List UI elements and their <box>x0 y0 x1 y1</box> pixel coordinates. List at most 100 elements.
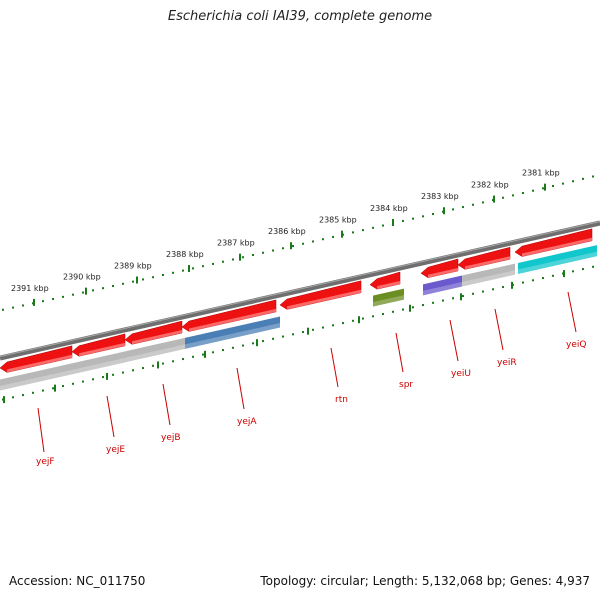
gene-arrow-shade <box>377 281 400 290</box>
scale-dot <box>202 265 204 268</box>
scale-dot <box>62 385 64 388</box>
gene-arrow-shade <box>465 256 510 270</box>
scale-dot <box>302 242 304 245</box>
feature-bar-purple <box>423 275 462 296</box>
callout-line <box>236 367 245 410</box>
feature-track <box>0 245 597 391</box>
scale-dot <box>152 364 154 367</box>
scale-dot <box>432 301 434 304</box>
feature-bar-shade <box>518 251 597 274</box>
scale-dot <box>72 293 74 296</box>
scale-dot <box>72 382 74 385</box>
scale-dot <box>32 391 34 394</box>
scale-dot <box>282 335 284 338</box>
scale-dot <box>552 184 554 187</box>
scale-dot <box>502 286 504 289</box>
scale-dot <box>232 346 234 349</box>
scale-dot <box>322 326 324 329</box>
feature-bar-olive <box>373 288 404 307</box>
scale-dot <box>112 284 114 287</box>
gene-arrow-shade <box>522 237 592 257</box>
gene-label-yeiR: yeiR <box>497 358 517 368</box>
scale-dot <box>132 280 134 283</box>
kbp-tick-labels: 2391 kbp 2390 kbp 2389 kbp 2388 kbp 2387 kbp… <box>11 169 560 306</box>
scale-dot <box>142 278 144 281</box>
callout-line <box>330 347 339 388</box>
scale-dot <box>592 265 594 268</box>
scale-dot <box>272 249 274 252</box>
scale-dot <box>162 362 164 365</box>
gene-label-yejB: yejB <box>161 433 181 443</box>
scale-dot <box>542 277 544 280</box>
callout-line <box>449 319 459 362</box>
callout-line <box>37 407 45 453</box>
feature-bar-shade <box>462 270 515 287</box>
scale-dot <box>512 194 514 197</box>
scale-dot <box>122 371 124 374</box>
scale-dot <box>522 281 524 284</box>
scale-dot <box>42 300 44 303</box>
scale-dot <box>102 287 104 290</box>
gene-label-yeiQ: yeiQ <box>566 340 586 350</box>
scale-dot <box>482 201 484 204</box>
scale-dot <box>252 254 254 257</box>
gene-arrow-shade <box>189 308 276 332</box>
scale-dot <box>322 238 324 241</box>
callout-line <box>567 291 577 333</box>
gene-arrow-yejA <box>181 299 277 332</box>
scale-dot <box>422 215 424 218</box>
scale-dot <box>52 298 54 301</box>
scale-dot <box>12 306 14 309</box>
scale-dot <box>462 206 464 209</box>
scale-dot <box>192 355 194 358</box>
kbp-tick-label: 2388 kbp <box>166 250 204 259</box>
scale-dot <box>462 295 464 298</box>
feature-bar-shade <box>373 295 404 307</box>
scale-dot <box>82 291 84 294</box>
kbp-tick-label: 2382 kbp <box>471 181 509 190</box>
scale-dot <box>292 245 294 248</box>
scale-dot <box>312 328 314 331</box>
scale-dot <box>592 175 594 178</box>
scale-dot <box>22 394 24 397</box>
map-title: Escherichia coli IAI39, complete genome <box>167 9 433 24</box>
scale-dot <box>352 319 354 322</box>
scale-dot <box>402 219 404 222</box>
scale-dot <box>532 189 534 192</box>
genome-summary: Topology: circular; Length: 5,132,068 bp… <box>260 574 590 588</box>
scale-dot <box>562 182 564 185</box>
scale-dot <box>202 353 204 356</box>
gene-label-rtn: rtn <box>335 395 348 405</box>
gene-label-yejE: yejE <box>106 445 125 455</box>
kbp-tick-label: 2390 kbp <box>63 273 101 282</box>
scale-dot <box>542 187 544 190</box>
gene-arrow-yeiR <box>457 246 511 270</box>
scale-dot <box>132 369 134 372</box>
scale-dot <box>152 276 154 279</box>
scale-dot <box>352 231 354 234</box>
scale-dot <box>552 274 554 277</box>
scale-dot <box>582 177 584 180</box>
kbp-tick-label: 2381 kbp <box>522 169 560 178</box>
scale-dot <box>452 297 454 300</box>
feature-bar-cyan <box>518 245 597 274</box>
scale-dot <box>142 367 144 370</box>
scale-dot <box>172 271 174 274</box>
scale-dot <box>332 324 334 327</box>
scale-dot <box>2 308 4 311</box>
scale-dot <box>172 360 174 363</box>
scale-dot <box>212 262 214 265</box>
backbone-highlight <box>0 221 600 357</box>
scale-dot <box>232 258 234 261</box>
scale-dot <box>292 333 294 336</box>
feature-bar-gray <box>0 337 185 391</box>
kbp-tick-label: 2384 kbp <box>370 204 408 213</box>
scale-dot <box>12 396 14 399</box>
scale-dot <box>402 308 404 311</box>
gene-arrow-shade <box>132 330 182 345</box>
gene-track <box>0 228 593 373</box>
scale-dot <box>532 279 534 282</box>
kbp-tick-label: 2385 kbp <box>319 216 357 225</box>
